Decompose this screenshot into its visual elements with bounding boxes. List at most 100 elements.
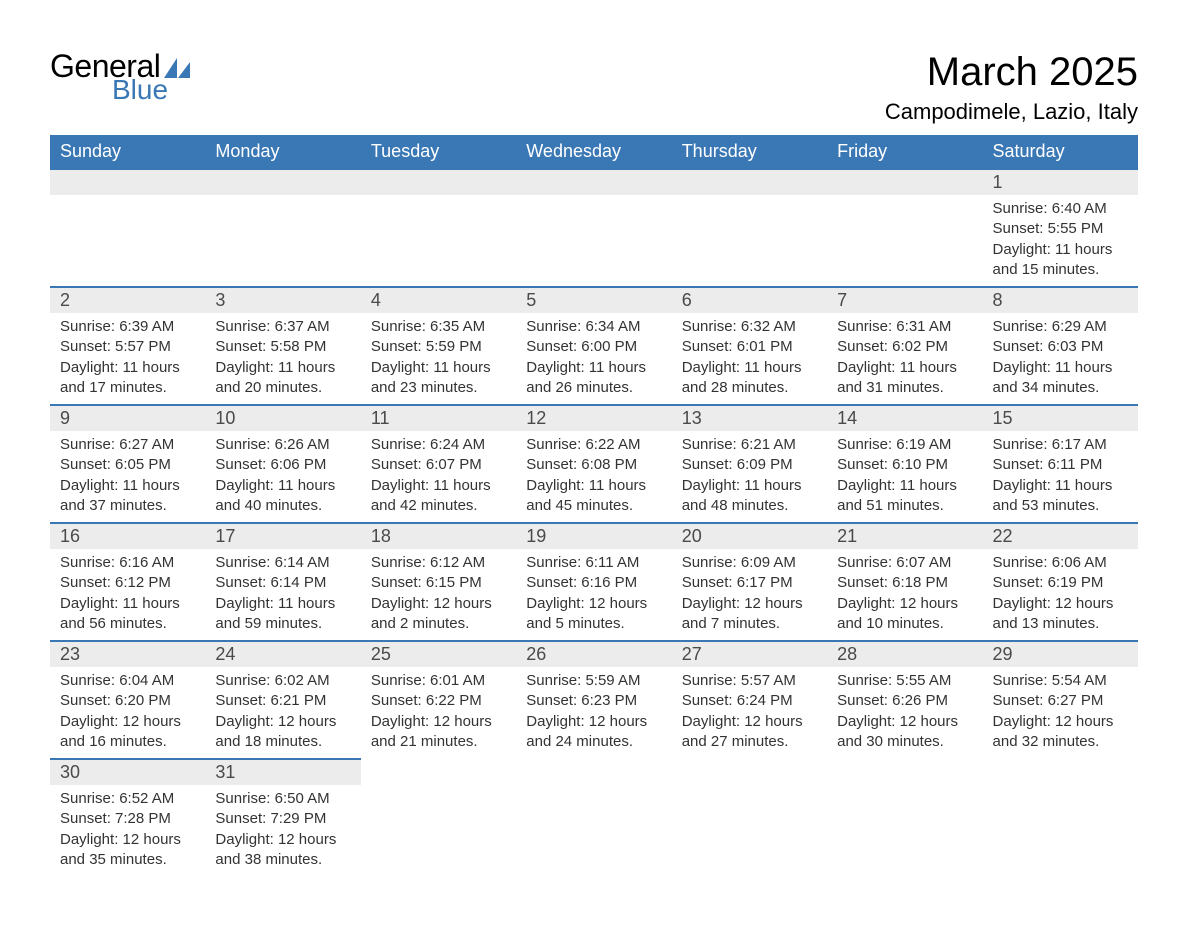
- daylight-line: Daylight: 11 hours and 26 minutes.: [526, 358, 661, 399]
- day-data-cell: Sunrise: 6:40 AMSunset: 5:55 PMDaylight:…: [983, 195, 1138, 287]
- day-number-cell: [516, 759, 671, 785]
- data-row: Sunrise: 6:16 AMSunset: 6:12 PMDaylight:…: [50, 549, 1138, 641]
- sunrise-line: Sunrise: 6:19 AM: [837, 435, 972, 455]
- day-data-cell: Sunrise: 6:14 AMSunset: 6:14 PMDaylight:…: [205, 549, 360, 641]
- data-row: Sunrise: 6:40 AMSunset: 5:55 PMDaylight:…: [50, 195, 1138, 287]
- day-data-cell: Sunrise: 6:11 AMSunset: 6:16 PMDaylight:…: [516, 549, 671, 641]
- sunset-line: Sunset: 6:14 PM: [215, 573, 350, 593]
- daynum-row: 23242526272829: [50, 641, 1138, 667]
- day-number-cell: 2: [50, 287, 205, 313]
- data-row: Sunrise: 6:39 AMSunset: 5:57 PMDaylight:…: [50, 313, 1138, 405]
- day-number-cell: 4: [361, 287, 516, 313]
- sunrise-line: Sunrise: 6:37 AM: [215, 317, 350, 337]
- daylight-line: Daylight: 11 hours and 59 minutes.: [215, 594, 350, 635]
- sunrise-line: Sunrise: 6:26 AM: [215, 435, 350, 455]
- daylight-line: Daylight: 11 hours and 28 minutes.: [682, 358, 817, 399]
- day-number-cell: [827, 759, 982, 785]
- daylight-line: Daylight: 11 hours and 48 minutes.: [682, 476, 817, 517]
- daylight-line: Daylight: 11 hours and 51 minutes.: [837, 476, 972, 517]
- day-data-cell: [516, 785, 671, 876]
- sunset-line: Sunset: 5:57 PM: [60, 337, 195, 357]
- sunrise-line: Sunrise: 6:27 AM: [60, 435, 195, 455]
- day-number-cell: 11: [361, 405, 516, 431]
- sunset-line: Sunset: 6:21 PM: [215, 691, 350, 711]
- day-data-cell: Sunrise: 6:17 AMSunset: 6:11 PMDaylight:…: [983, 431, 1138, 523]
- weekday-header: Thursday: [672, 135, 827, 169]
- logo-flag-icon: [164, 58, 190, 78]
- day-number-cell: [361, 169, 516, 195]
- day-number-cell: 14: [827, 405, 982, 431]
- sunset-line: Sunset: 5:59 PM: [371, 337, 506, 357]
- sunrise-line: Sunrise: 6:09 AM: [682, 553, 817, 573]
- sunset-line: Sunset: 6:11 PM: [993, 455, 1128, 475]
- sunrise-line: Sunrise: 5:55 AM: [837, 671, 972, 691]
- day-number-cell: 24: [205, 641, 360, 667]
- day-data-cell: [516, 195, 671, 287]
- day-data-cell: Sunrise: 6:31 AMSunset: 6:02 PMDaylight:…: [827, 313, 982, 405]
- sunset-line: Sunset: 6:02 PM: [837, 337, 972, 357]
- sunrise-line: Sunrise: 6:14 AM: [215, 553, 350, 573]
- daylight-line: Daylight: 11 hours and 23 minutes.: [371, 358, 506, 399]
- day-number-cell: 18: [361, 523, 516, 549]
- sunrise-line: Sunrise: 6:04 AM: [60, 671, 195, 691]
- daylight-line: Daylight: 12 hours and 32 minutes.: [993, 712, 1128, 753]
- daynum-row: 2345678: [50, 287, 1138, 313]
- day-data-cell: [361, 785, 516, 876]
- month-title: March 2025: [885, 50, 1138, 95]
- daylight-line: Daylight: 12 hours and 21 minutes.: [371, 712, 506, 753]
- daylight-line: Daylight: 12 hours and 5 minutes.: [526, 594, 661, 635]
- daylight-line: Daylight: 11 hours and 45 minutes.: [526, 476, 661, 517]
- sunrise-line: Sunrise: 6:12 AM: [371, 553, 506, 573]
- sunrise-line: Sunrise: 6:11 AM: [526, 553, 661, 573]
- weekday-header: Wednesday: [516, 135, 671, 169]
- day-number-cell: [516, 169, 671, 195]
- day-data-cell: Sunrise: 6:37 AMSunset: 5:58 PMDaylight:…: [205, 313, 360, 405]
- day-number-cell: 9: [50, 405, 205, 431]
- daylight-line: Daylight: 11 hours and 20 minutes.: [215, 358, 350, 399]
- day-data-cell: Sunrise: 5:57 AMSunset: 6:24 PMDaylight:…: [672, 667, 827, 759]
- daylight-line: Daylight: 12 hours and 30 minutes.: [837, 712, 972, 753]
- sunrise-line: Sunrise: 6:29 AM: [993, 317, 1128, 337]
- day-number-cell: 31: [205, 759, 360, 785]
- day-data-cell: Sunrise: 6:52 AMSunset: 7:28 PMDaylight:…: [50, 785, 205, 876]
- sunset-line: Sunset: 6:06 PM: [215, 455, 350, 475]
- day-number-cell: 8: [983, 287, 1138, 313]
- sunset-line: Sunset: 6:19 PM: [993, 573, 1128, 593]
- day-number-cell: [50, 169, 205, 195]
- daylight-line: Daylight: 12 hours and 38 minutes.: [215, 830, 350, 871]
- sunrise-line: Sunrise: 6:02 AM: [215, 671, 350, 691]
- day-data-cell: Sunrise: 5:54 AMSunset: 6:27 PMDaylight:…: [983, 667, 1138, 759]
- day-number-cell: 21: [827, 523, 982, 549]
- data-row: Sunrise: 6:04 AMSunset: 6:20 PMDaylight:…: [50, 667, 1138, 759]
- sunrise-line: Sunrise: 6:31 AM: [837, 317, 972, 337]
- day-number-cell: [205, 169, 360, 195]
- day-number-cell: 1: [983, 169, 1138, 195]
- daylight-line: Daylight: 11 hours and 34 minutes.: [993, 358, 1128, 399]
- sunset-line: Sunset: 7:28 PM: [60, 809, 195, 829]
- sunrise-line: Sunrise: 6:01 AM: [371, 671, 506, 691]
- day-data-cell: [827, 195, 982, 287]
- daynum-row: 16171819202122: [50, 523, 1138, 549]
- day-data-cell: Sunrise: 6:26 AMSunset: 6:06 PMDaylight:…: [205, 431, 360, 523]
- day-data-cell: Sunrise: 6:04 AMSunset: 6:20 PMDaylight:…: [50, 667, 205, 759]
- day-number-cell: 25: [361, 641, 516, 667]
- calendar-table: Sunday Monday Tuesday Wednesday Thursday…: [50, 135, 1138, 876]
- day-number-cell: 3: [205, 287, 360, 313]
- sunset-line: Sunset: 5:58 PM: [215, 337, 350, 357]
- sunrise-line: Sunrise: 6:16 AM: [60, 553, 195, 573]
- day-data-cell: Sunrise: 5:59 AMSunset: 6:23 PMDaylight:…: [516, 667, 671, 759]
- sunset-line: Sunset: 6:03 PM: [993, 337, 1128, 357]
- day-number-cell: [827, 169, 982, 195]
- day-data-cell: Sunrise: 5:55 AMSunset: 6:26 PMDaylight:…: [827, 667, 982, 759]
- sunset-line: Sunset: 6:17 PM: [682, 573, 817, 593]
- daylight-line: Daylight: 11 hours and 37 minutes.: [60, 476, 195, 517]
- day-data-cell: [827, 785, 982, 876]
- day-number-cell: 13: [672, 405, 827, 431]
- day-number-cell: 29: [983, 641, 1138, 667]
- sunset-line: Sunset: 6:27 PM: [993, 691, 1128, 711]
- day-number-cell: 15: [983, 405, 1138, 431]
- sunrise-line: Sunrise: 6:22 AM: [526, 435, 661, 455]
- day-number-cell: 10: [205, 405, 360, 431]
- daylight-line: Daylight: 12 hours and 2 minutes.: [371, 594, 506, 635]
- day-data-cell: Sunrise: 6:16 AMSunset: 6:12 PMDaylight:…: [50, 549, 205, 641]
